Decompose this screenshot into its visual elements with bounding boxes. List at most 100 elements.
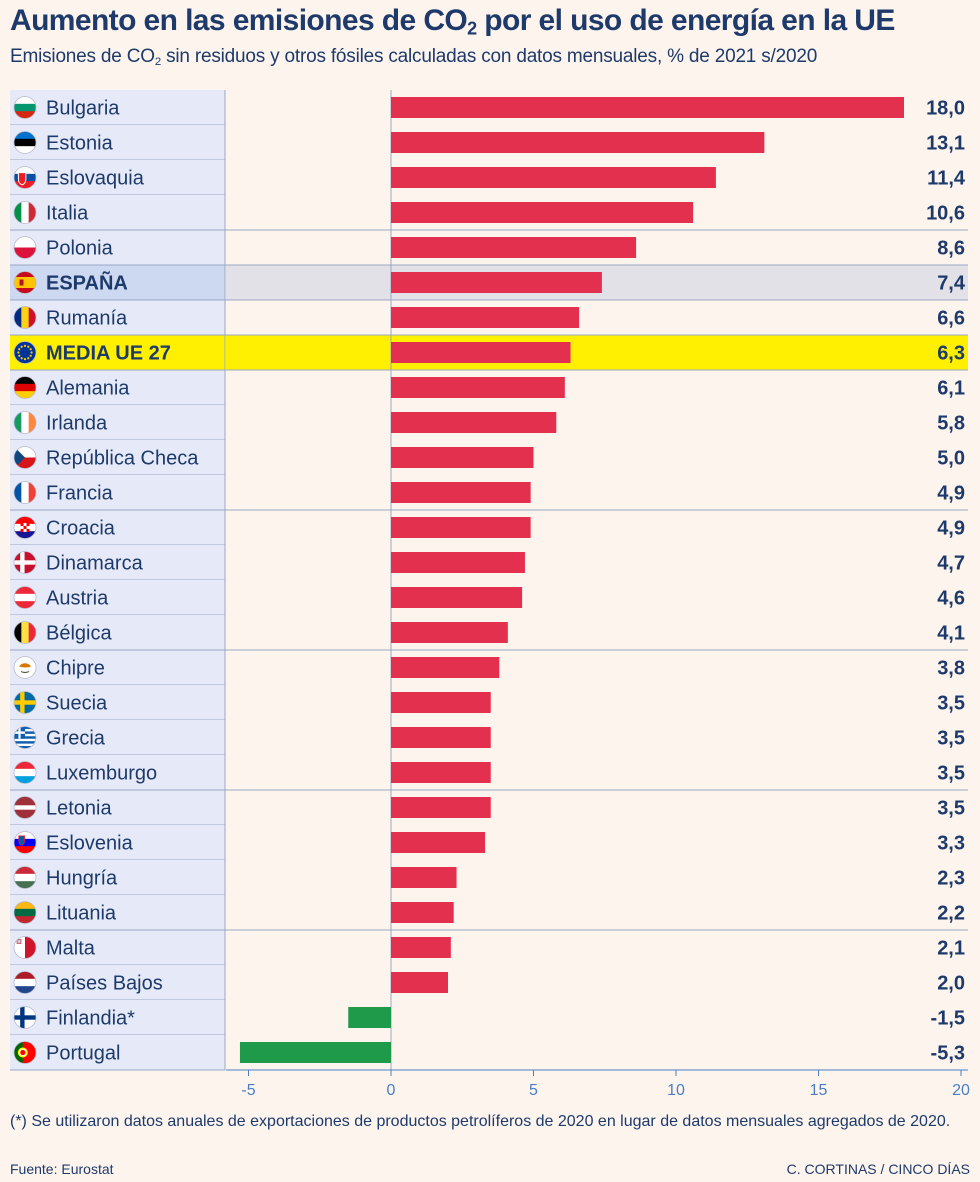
bar-alemania <box>391 377 565 398</box>
chart-subtitle: Emisiones de CO2 sin residuos y otros fó… <box>10 46 818 68</box>
value-label-malta: 2,1 <box>937 938 965 960</box>
country-label-croacia: Croacia <box>46 518 116 540</box>
label-cell-bg <box>10 510 225 545</box>
country-label-belgica: Bélgica <box>46 623 112 645</box>
label-cell-bg <box>10 1000 225 1035</box>
label-cell-bg <box>10 580 225 615</box>
label-cell-bg <box>10 755 225 790</box>
country-label-suecia: Suecia <box>46 693 108 715</box>
bar-paises-bajos <box>391 972 448 993</box>
label-cell-bg <box>10 720 225 755</box>
footnote: (*) Se utilizaron datos anuales de expor… <box>10 1113 951 1130</box>
label-cell-bg <box>10 545 225 580</box>
bar-republica-checa <box>391 447 534 468</box>
flag-greece-icon <box>13 726 37 749</box>
country-label-luxemburgo: Luxemburgo <box>46 763 157 785</box>
value-label-media-ue-27: 6,3 <box>937 343 965 365</box>
flag-france-icon <box>13 481 37 504</box>
bar-italia <box>391 202 694 223</box>
country-label-republica-checa: República Checa <box>46 448 199 470</box>
label-cell-bg <box>10 1035 225 1070</box>
flag-slovenia-icon <box>13 831 37 854</box>
country-label-austria: Austria <box>46 588 109 610</box>
value-label-irlanda: 5,8 <box>937 413 965 435</box>
flag-austria-icon <box>13 586 37 609</box>
flag-sweden-icon <box>13 691 37 714</box>
value-label-croacia: 4,9 <box>937 518 965 540</box>
bar-francia <box>391 482 531 503</box>
value-label-hungria: 2,3 <box>937 868 965 890</box>
flag-belgium-icon <box>13 621 37 644</box>
value-label-espana: 7,4 <box>937 273 966 295</box>
label-cell-bg <box>10 930 225 965</box>
value-label-grecia: 3,5 <box>937 728 965 750</box>
bar-belgica <box>391 622 508 643</box>
bar-letonia <box>391 797 491 818</box>
country-label-eslovaquia: Eslovaquia <box>46 168 145 190</box>
flag-czechia-icon <box>13 446 37 469</box>
bar-finlandia <box>348 1007 391 1028</box>
x-tick-label: 20 <box>952 1082 970 1099</box>
label-cell-bg <box>10 300 225 335</box>
flag-portugal-icon <box>13 1041 37 1064</box>
flag-slovakia-icon <box>13 166 37 189</box>
x-tick-label: 5 <box>529 1082 538 1099</box>
label-cell-bg <box>10 370 225 405</box>
value-label-lituania: 2,2 <box>937 903 965 925</box>
flag-eu-icon <box>13 341 37 364</box>
bar-bulgaria <box>391 97 904 118</box>
value-label-francia: 4,9 <box>937 483 965 505</box>
flag-ireland-icon <box>13 411 37 434</box>
value-labels: 18,0 13,1 11,4 10,6 8,6 7,4 6,6 6,3 6,1 5,8 5,0 4,9… <box>926 98 966 1065</box>
label-cell-bg <box>10 825 225 860</box>
bar-dinamarca <box>391 552 525 573</box>
bar-irlanda <box>391 412 557 433</box>
value-label-eslovaquia: 11,4 <box>927 168 966 190</box>
country-label-dinamarca: Dinamarca <box>46 553 144 575</box>
label-cell-bg <box>10 90 225 125</box>
label-cell-bg <box>10 265 225 300</box>
flag-bulgaria-icon <box>13 96 37 119</box>
flag-malta-icon <box>13 936 37 959</box>
value-label-polonia: 8,6 <box>937 238 965 260</box>
flag-cyprus-icon <box>13 656 37 679</box>
flag-estonia-icon <box>13 131 37 154</box>
row-backgrounds <box>10 90 968 1071</box>
country-label-hungria: Hungría <box>46 868 118 890</box>
value-label-austria: 4,6 <box>937 588 965 610</box>
flag-denmark-icon <box>13 551 37 574</box>
flag-lithuania-icon <box>13 901 37 924</box>
country-label-irlanda: Irlanda <box>46 413 108 435</box>
label-cell-bg <box>10 475 225 510</box>
label-cell-bg <box>10 965 225 1000</box>
bar-polonia <box>391 237 637 258</box>
label-cell-bg <box>10 230 225 265</box>
country-label-lituania: Lituania <box>46 903 117 925</box>
value-label-rumania: 6,6 <box>937 308 965 330</box>
bar-eslovaquia <box>391 167 716 188</box>
bar-austria <box>391 587 523 608</box>
x-tick-label: -5 <box>241 1082 255 1099</box>
value-label-letonia: 3,5 <box>937 798 965 820</box>
bar-chipre <box>391 657 500 678</box>
label-cell-bg <box>10 895 225 930</box>
country-label-malta: Malta <box>46 938 96 960</box>
label-cell-bg <box>10 195 225 230</box>
flag-finland-icon <box>13 1006 37 1029</box>
value-label-chipre: 3,8 <box>937 658 965 680</box>
value-label-portugal: -5,3 <box>931 1043 965 1065</box>
country-label-eslovenia: Eslovenia <box>46 833 134 855</box>
bar-luxemburgo <box>391 762 491 783</box>
x-tick-label: 10 <box>667 1082 685 1099</box>
value-label-bulgaria: 18,0 <box>926 98 965 120</box>
country-label-chipre: Chipre <box>46 658 105 680</box>
flags <box>13 96 37 1064</box>
country-label-alemania: Alemania <box>46 378 130 400</box>
x-tick-label: 15 <box>810 1082 828 1099</box>
value-label-finlandia: -1,5 <box>931 1008 965 1030</box>
flag-latvia-icon <box>13 796 37 819</box>
bar-suecia <box>391 692 491 713</box>
chart-title: Aumento en las emisiones de CO2 por el u… <box>10 4 895 39</box>
country-label-estonia: Estonia <box>46 133 114 155</box>
